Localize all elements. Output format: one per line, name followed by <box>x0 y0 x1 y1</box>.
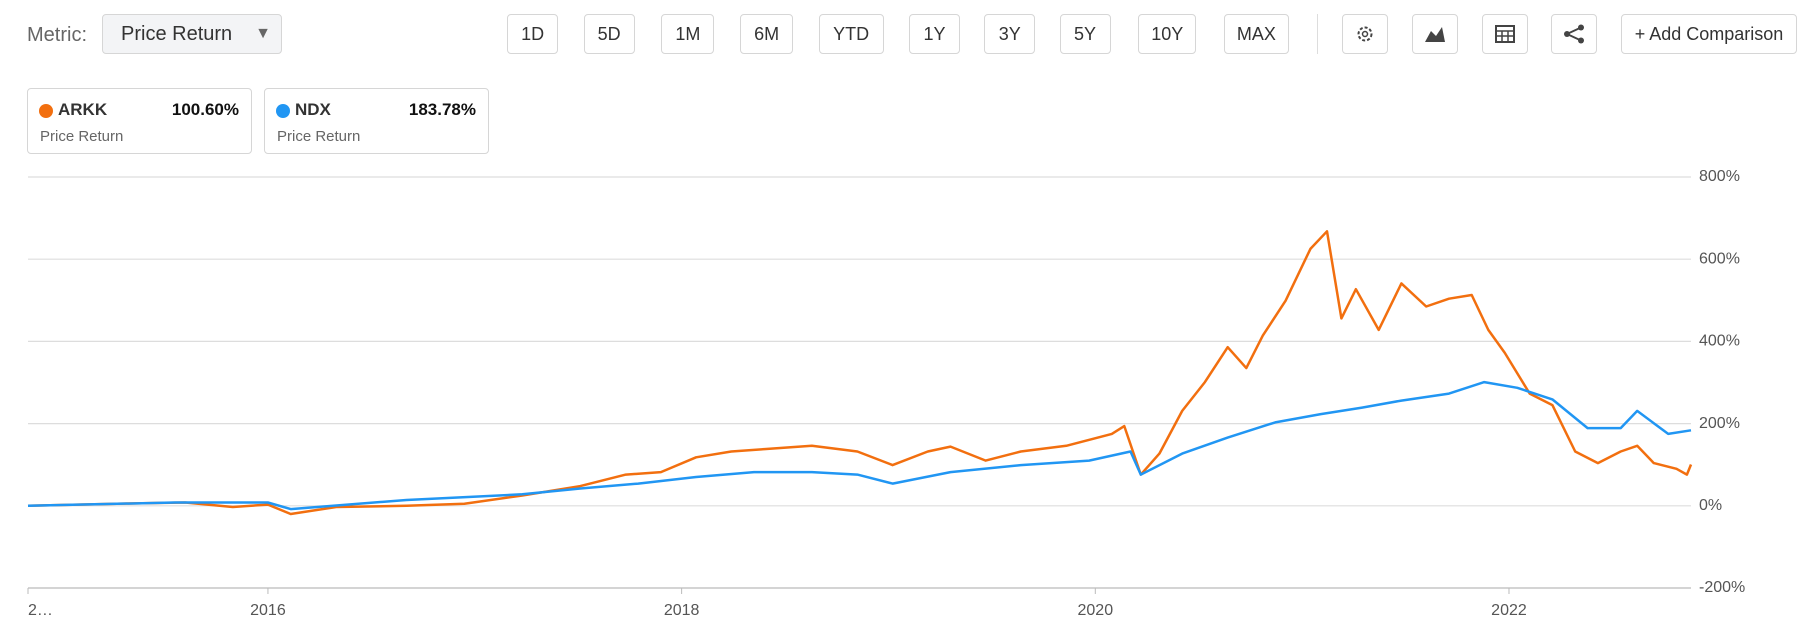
legend-card[interactable]: ARKK 100.60% Price Return <box>27 88 252 154</box>
table-button[interactable] <box>1482 14 1528 54</box>
legend-value: 100.60% <box>171 100 239 119</box>
legend-dot <box>276 104 290 118</box>
range-button[interactable]: YTD <box>818 14 884 54</box>
x-tick-label: 2… <box>28 602 53 619</box>
chart-icon <box>1425 27 1445 42</box>
legend-name: NDX <box>295 100 331 119</box>
range-button[interactable]: 6M <box>739 14 794 54</box>
divider <box>1317 14 1318 54</box>
y-tick-label: 400% <box>1699 333 1740 350</box>
range-button[interactable]: 1Y <box>909 14 960 54</box>
share-button[interactable] <box>1551 14 1597 54</box>
x-tick-label: 2016 <box>250 602 286 619</box>
metric-label: Metric: <box>27 24 87 46</box>
chart-type-button[interactable] <box>1412 14 1458 54</box>
x-tick-label: 2022 <box>1491 602 1527 619</box>
legend-card[interactable]: NDX 183.78% Price Return <box>264 88 489 154</box>
dropdown-arrow: ▼ <box>255 25 271 42</box>
range-button[interactable]: 1M <box>661 14 715 54</box>
range-button[interactable]: 1D <box>507 14 559 54</box>
legend-name: ARKK <box>58 100 108 119</box>
y-tick-label: 600% <box>1699 250 1740 267</box>
series-line <box>27 230 1693 516</box>
settings-button[interactable] <box>1342 14 1388 54</box>
range-button[interactable]: 5D <box>583 14 635 54</box>
y-tick-label: 0% <box>1699 497 1722 514</box>
table-icon <box>1495 25 1515 43</box>
legend-metric: Price Return <box>40 128 124 145</box>
range-button[interactable]: 5Y <box>1059 14 1111 54</box>
y-tick-label: -200% <box>1699 579 1745 596</box>
x-tick-label: 2020 <box>1078 602 1114 619</box>
y-tick-label: 800% <box>1699 168 1740 185</box>
x-tick-label: 2018 <box>664 602 700 619</box>
metric-dropdown[interactable]: Price Return ▼ <box>102 14 282 54</box>
share-icon <box>1564 24 1584 44</box>
range-button[interactable]: 3Y <box>984 14 1036 54</box>
range-button[interactable]: MAX <box>1224 14 1289 54</box>
gear-icon <box>1357 26 1373 42</box>
range-button[interactable]: 10Y <box>1138 14 1197 54</box>
legend-dot <box>39 104 53 118</box>
series-line <box>27 380 1692 511</box>
y-tick-label: 200% <box>1699 415 1740 432</box>
add-comparison-button[interactable]: + Add Comparison <box>1621 14 1797 54</box>
legend-value: 183.78% <box>408 100 476 119</box>
metric-value: Price Return <box>121 22 233 45</box>
legend-metric: Price Return <box>277 128 361 145</box>
